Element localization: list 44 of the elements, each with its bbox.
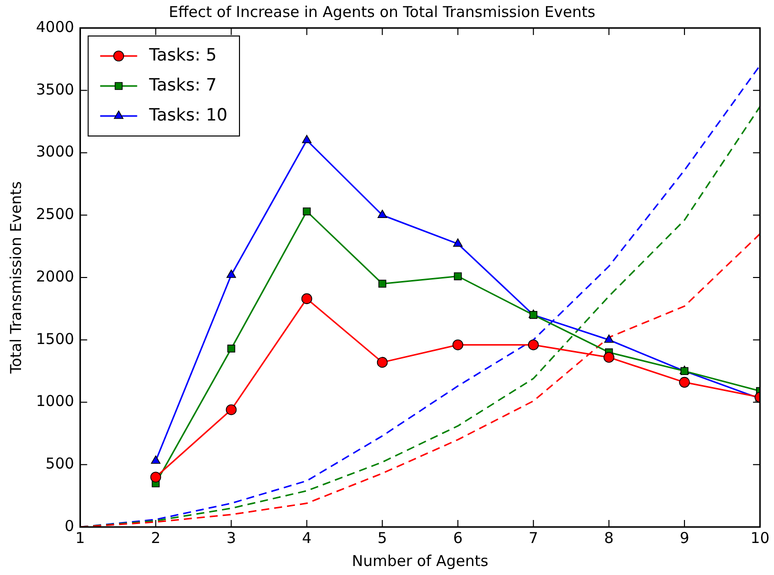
point <box>150 472 162 482</box>
point <box>452 339 464 350</box>
point <box>604 352 614 363</box>
point <box>528 339 539 350</box>
point <box>226 404 237 416</box>
x-tick-label: 9 <box>680 528 690 547</box>
point <box>301 293 312 304</box>
point <box>227 344 236 353</box>
y-tick-label: 4000 <box>36 18 74 36</box>
legend-label: Tasks: 5 <box>148 45 217 66</box>
x-tick-label: 4 <box>302 528 312 547</box>
line-series <box>80 233 760 527</box>
x-tick-label: 2 <box>150 528 160 547</box>
chart-title: Effect of Increase in Agents on Total Transmission Events <box>168 2 596 21</box>
legend-label: Tasks: 7 <box>148 75 217 96</box>
x-tick-label: 3 <box>226 528 236 547</box>
point <box>302 134 312 144</box>
y-tick-label: 1000 <box>36 392 74 410</box>
x-tick-label: 6 <box>453 528 463 547</box>
point <box>376 356 388 368</box>
y-tick-label: 2500 <box>36 205 74 224</box>
x-axis-title: Number of Agents <box>352 552 488 570</box>
y-tick-label: 3000 <box>36 142 74 161</box>
point <box>378 280 386 288</box>
point <box>378 210 388 218</box>
legend-label: Tasks: 10 <box>148 105 228 126</box>
y-tick-label: 0 <box>64 516 74 535</box>
y-tick-label: 2000 <box>36 267 74 286</box>
point <box>150 455 160 464</box>
x-tick-label: 5 <box>378 528 388 547</box>
x-tick-label: 1 <box>75 528 85 547</box>
point <box>226 270 236 278</box>
point <box>679 376 690 388</box>
y-tick-label: 3500 <box>36 80 74 98</box>
y-axis-title: Total Transmission Events <box>6 181 25 375</box>
point <box>453 238 463 247</box>
point <box>302 207 311 216</box>
y-tick-label: 500 <box>46 454 74 473</box>
x-tick-label: 10 <box>750 528 770 547</box>
point <box>454 272 462 280</box>
y-tick-label: 1500 <box>36 330 74 348</box>
point <box>604 334 614 343</box>
x-tick-label: 7 <box>528 528 538 547</box>
x-tick-label: 8 <box>604 528 614 547</box>
